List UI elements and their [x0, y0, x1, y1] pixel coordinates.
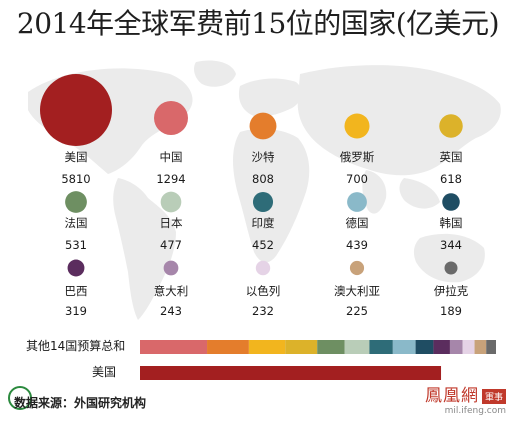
- country-label-4: 英国: [439, 150, 463, 164]
- stacked-segment-5: [317, 340, 345, 354]
- source-logo-icon: [8, 386, 32, 410]
- world-map-background: [0, 52, 516, 332]
- country-label-6: 日本: [159, 216, 183, 230]
- country-value-5: 531: [65, 238, 87, 252]
- bubble-3: [344, 113, 370, 139]
- country-value-11: 243: [160, 304, 182, 318]
- stacked-segment-2: [207, 340, 249, 354]
- stacked-segment-13: [474, 340, 487, 354]
- stacked-segment-10: [433, 340, 450, 354]
- stacked-segment-12: [462, 340, 475, 354]
- stacked-segment-11: [449, 340, 463, 354]
- country-label-13: 澳大利亚: [334, 284, 380, 298]
- country-label-10: 巴西: [64, 284, 88, 298]
- country-value-3: 700: [346, 172, 368, 186]
- bubble-10: [67, 259, 85, 277]
- bubble-9: [442, 193, 460, 211]
- brand-name: 鳳凰網: [424, 386, 479, 406]
- country-value-2: 808: [252, 172, 274, 186]
- brand-url: mil.ifeng.com: [444, 406, 506, 416]
- stacked-segment-6: [344, 340, 370, 354]
- stacked-segment-9: [415, 340, 434, 354]
- bubble-0: [40, 74, 112, 146]
- country-label-5: 法国: [64, 216, 88, 230]
- brand-section-badge: 軍事: [481, 389, 506, 404]
- country-value-6: 477: [160, 238, 182, 252]
- country-label-12: 以色列: [245, 284, 281, 298]
- world-map-svg: [28, 60, 501, 320]
- country-value-9: 344: [440, 238, 462, 252]
- bubble-14: [444, 261, 458, 275]
- country-label-8: 德国: [345, 216, 369, 230]
- bubble-2: [249, 112, 277, 140]
- country-value-0: 5810: [61, 172, 91, 186]
- bubble-1: [154, 101, 188, 135]
- country-label-2: 沙特: [251, 150, 275, 164]
- country-label-3: 俄罗斯: [339, 150, 375, 164]
- bubble-13: [349, 260, 365, 276]
- stacked-segment-7: [369, 340, 393, 354]
- country-value-1: 1294: [156, 172, 186, 186]
- country-value-10: 319: [65, 304, 87, 318]
- country-value-7: 452: [252, 238, 274, 252]
- stacked-segment-14: [486, 340, 496, 354]
- bar-label-usa: 美国: [92, 365, 117, 379]
- bubble-4: [439, 114, 463, 138]
- country-value-13: 225: [346, 304, 368, 318]
- bubble-6: [160, 191, 182, 213]
- bubble-7: [252, 191, 274, 213]
- bubble-5: [65, 191, 87, 213]
- world-map-continents: [28, 60, 501, 320]
- brand-watermark: 鳳凰網 軍事 mil.ifeng.com: [425, 386, 506, 417]
- bubble-11: [163, 260, 179, 276]
- country-value-4: 618: [440, 172, 462, 186]
- country-value-12: 232: [252, 304, 274, 318]
- country-label-9: 韩国: [439, 216, 463, 230]
- chart-title: 2014年全球军费前15位的国家(亿美元): [16, 7, 500, 40]
- bubble-12: [255, 260, 271, 276]
- country-label-0: 美国: [64, 150, 88, 164]
- country-label-7: 印度: [251, 216, 275, 230]
- country-value-8: 439: [346, 238, 368, 252]
- country-value-14: 189: [440, 304, 462, 318]
- country-label-1: 中国: [159, 150, 183, 164]
- bar-label-others: 其他14国预算总和: [26, 339, 126, 353]
- country-label-11: 意大利: [153, 284, 189, 298]
- data-source-note: 数据来源：外国研究机构: [14, 396, 147, 410]
- usa-bar: [140, 366, 442, 380]
- bubble-8: [347, 192, 367, 212]
- stacked-segment-4: [285, 340, 318, 354]
- stacked-segment-1: [140, 340, 208, 354]
- country-label-14: 伊拉克: [433, 284, 469, 298]
- stacked-segment-3: [248, 340, 286, 354]
- stacked-segment-8: [392, 340, 416, 354]
